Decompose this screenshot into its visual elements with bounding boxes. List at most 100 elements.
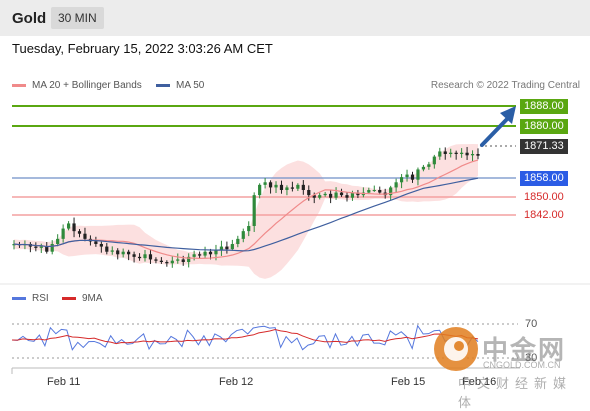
x-label-feb12: Feb 12 <box>219 376 254 388</box>
candle-body <box>165 262 169 264</box>
candle-body <box>329 193 333 198</box>
legend-ma20: MA 20 + Bollinger Bands <box>12 80 142 91</box>
candle-body <box>83 233 87 239</box>
x-label-feb15: Feb 15 <box>391 376 426 388</box>
candle-body <box>399 177 404 183</box>
candle-body <box>121 251 125 255</box>
candle-body <box>247 226 251 232</box>
candle-body <box>449 152 453 154</box>
candle-body <box>137 256 142 259</box>
candle-body <box>154 259 158 261</box>
candle-body <box>307 190 311 196</box>
ma20-label: MA 20 + Bollinger Bands <box>32 80 142 91</box>
candle-body <box>460 152 464 154</box>
ma50-swatch <box>156 83 170 87</box>
legend-ma9: 9MA <box>62 293 103 304</box>
candle-body <box>427 164 431 167</box>
candle-body <box>230 244 234 250</box>
candle-body <box>421 166 426 170</box>
candle-body <box>268 182 273 188</box>
price-chart <box>0 105 590 374</box>
price-label-s2: 1842.00 <box>524 209 564 221</box>
candle-body <box>159 260 163 262</box>
ma50-line <box>13 177 479 252</box>
candle-body <box>198 254 202 256</box>
candle-body <box>66 223 71 229</box>
candle-body <box>116 250 120 255</box>
candle-body <box>203 251 207 256</box>
candle-body <box>438 151 442 157</box>
bollinger-band <box>14 144 478 279</box>
candle-body <box>181 259 185 262</box>
candle-body <box>56 238 60 244</box>
candle-body <box>72 223 76 232</box>
rsi-label-30: 30 <box>525 352 538 364</box>
candle-body <box>192 254 196 257</box>
candle-body <box>241 231 245 239</box>
candle-body <box>405 174 409 178</box>
rsi-swatch <box>12 296 26 300</box>
candle-body <box>339 192 344 196</box>
candle-body <box>345 195 349 198</box>
candle-body <box>263 182 267 185</box>
candle-body <box>454 152 458 154</box>
candle-body <box>148 254 153 260</box>
candle-body <box>470 154 475 156</box>
candle-body <box>39 246 43 248</box>
candle-body <box>334 192 338 198</box>
candle-body <box>12 244 16 246</box>
candle-body <box>350 192 355 198</box>
candle-body <box>127 251 131 255</box>
candle-body <box>143 254 147 259</box>
candle-body <box>290 187 294 189</box>
copyright-text: Research © 2022 Trading Central <box>430 80 580 91</box>
instrument-title: Gold <box>12 10 47 27</box>
timeframe-badge[interactable]: 30 MIN <box>51 7 104 29</box>
legend-rsi: RSI <box>12 293 49 304</box>
candle-body <box>77 231 82 234</box>
price-label-s1: 1850.00 <box>524 191 564 203</box>
candle-body <box>323 193 327 196</box>
candle-body <box>378 190 382 193</box>
price-label-pivot: 1858.00 <box>520 171 568 186</box>
candle-series <box>12 146 480 268</box>
ma9-label: 9MA <box>82 293 103 304</box>
candle-body <box>312 195 316 198</box>
candle-body <box>285 187 289 190</box>
forecast-arrow-shaft <box>480 114 512 147</box>
candle-body <box>214 250 218 255</box>
price-label-current: 1871.33 <box>520 139 568 154</box>
candle-body <box>372 190 376 191</box>
candle-body <box>432 156 436 165</box>
price-label-r2: 1888.00 <box>520 99 568 114</box>
candle-body <box>389 187 393 196</box>
candle-body <box>50 244 54 252</box>
candle-body <box>394 182 398 188</box>
candle-body <box>258 184 262 196</box>
candle-body <box>279 184 284 190</box>
ma20-swatch <box>12 83 26 87</box>
candle-body <box>476 154 480 156</box>
candle-body <box>45 246 49 252</box>
candle-body <box>61 228 65 239</box>
price-label-r1: 1880.00 <box>520 119 568 134</box>
ma9-line <box>11 328 479 345</box>
x-label-feb16: Feb 16 <box>462 376 497 388</box>
watermark-url: CNGOLD.COM.CN <box>483 360 561 370</box>
legend-ma50: MA 50 <box>156 80 204 91</box>
candle-body <box>296 184 300 189</box>
candle-body <box>110 250 114 252</box>
candle-body <box>132 254 136 257</box>
watermark-logo-dot <box>454 341 464 351</box>
candle-body <box>94 241 98 244</box>
candle-body <box>416 169 420 180</box>
timestamp: Tuesday, February 15, 2022 3:03:26 AM CE… <box>12 41 273 56</box>
x-label-feb11: Feb 11 <box>47 376 81 388</box>
candle-body <box>301 184 305 190</box>
candle-body <box>170 260 174 264</box>
candle-body <box>187 256 191 262</box>
ma50-label: MA 50 <box>176 80 205 91</box>
candle-body <box>367 190 371 193</box>
candle-body <box>236 238 240 244</box>
candle-body <box>176 259 180 261</box>
